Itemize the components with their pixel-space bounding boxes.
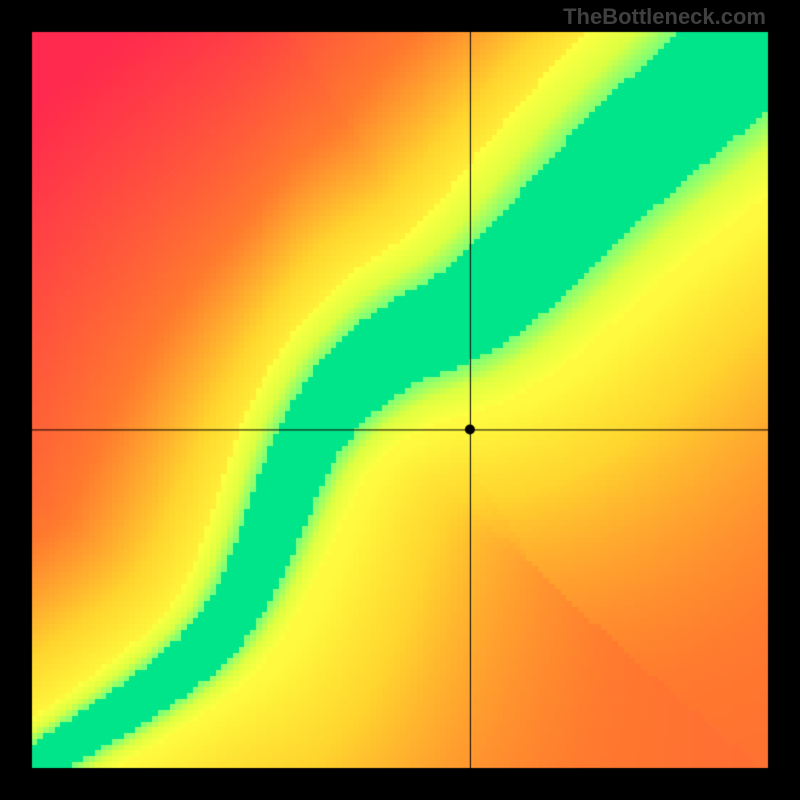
watermark-text: TheBottleneck.com: [563, 4, 766, 30]
bottleneck-heatmap: [0, 0, 800, 800]
